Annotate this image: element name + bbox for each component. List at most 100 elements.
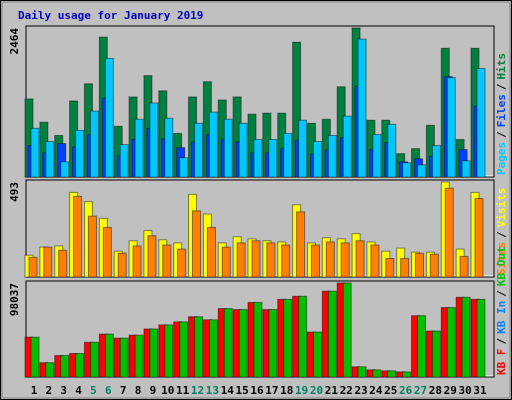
bar — [45, 362, 55, 378]
legend-entry: KB F — [495, 349, 508, 376]
legend-separator: / — [495, 131, 508, 138]
bar — [192, 210, 202, 278]
bar — [208, 319, 218, 378]
legend-separator: / — [495, 338, 508, 345]
bar — [312, 141, 322, 178]
bar — [28, 256, 38, 278]
x-tick-label: 10 — [161, 384, 174, 397]
bar — [104, 57, 114, 178]
bar — [58, 249, 68, 278]
legend: KB F / KB In / KB Out — [495, 246, 508, 375]
bar — [357, 38, 367, 178]
bar — [149, 328, 159, 378]
bar — [179, 157, 189, 178]
bar — [268, 139, 278, 178]
bar — [89, 341, 99, 378]
x-tick-label: 1 — [31, 384, 38, 397]
x-tick-label: 14 — [221, 384, 235, 397]
legend-separator: / — [495, 290, 508, 297]
bar — [147, 235, 157, 278]
bar — [342, 282, 352, 378]
x-tick-label: 31 — [473, 384, 487, 397]
bar — [164, 324, 174, 378]
bar — [461, 296, 471, 378]
bar — [194, 316, 204, 378]
legend-separator: / — [495, 83, 508, 90]
bar — [134, 334, 144, 378]
x-tick-label: 30 — [459, 384, 472, 397]
legend-entry: Hits — [495, 53, 508, 80]
bar — [253, 301, 263, 378]
bar — [327, 134, 337, 178]
bar — [340, 242, 350, 278]
bar — [104, 333, 114, 378]
bar — [400, 258, 410, 278]
bar — [43, 246, 53, 278]
bar — [236, 242, 246, 278]
bar — [446, 77, 456, 178]
bar — [461, 160, 471, 178]
bar — [417, 315, 427, 378]
bar — [431, 330, 441, 378]
bar — [87, 215, 97, 278]
x-tick-label: 29 — [444, 384, 457, 397]
bar — [238, 309, 248, 378]
x-tick-label: 5 — [90, 384, 97, 397]
bar — [164, 117, 174, 178]
bar — [310, 244, 320, 278]
bar — [206, 226, 216, 278]
bar — [132, 245, 142, 278]
legend-entry: KB Out — [495, 246, 508, 286]
x-tick-label: 26 — [399, 384, 413, 397]
bar — [372, 369, 382, 378]
y-tick-label: 493 — [8, 182, 21, 202]
bar — [30, 127, 40, 178]
bar — [387, 123, 397, 178]
bar — [370, 244, 380, 278]
bar — [75, 352, 85, 378]
bar — [312, 331, 322, 378]
x-tick-label: 19 — [295, 384, 308, 397]
bar — [238, 122, 248, 178]
y-tick-label: 2464 — [8, 28, 21, 55]
bar — [194, 122, 204, 178]
bar — [268, 309, 278, 378]
bar — [251, 240, 261, 278]
bar — [372, 133, 382, 178]
bar — [60, 161, 70, 178]
x-tick-label: 8 — [135, 384, 142, 397]
legend-entry: KB In — [495, 301, 508, 334]
bar — [208, 111, 218, 178]
bar — [446, 307, 456, 378]
bar — [402, 162, 412, 178]
x-tick-label: 15 — [236, 384, 249, 397]
bar — [179, 321, 189, 378]
bar — [253, 139, 263, 178]
x-tick-label: 7 — [120, 384, 127, 397]
x-tick-label: 21 — [325, 384, 339, 397]
legend-entry: Visits — [495, 188, 508, 228]
x-tick-label: 12 — [191, 384, 204, 397]
bar — [281, 244, 291, 278]
x-tick-label: 3 — [60, 384, 67, 397]
x-tick-label: 22 — [340, 384, 353, 397]
bar — [325, 241, 335, 278]
bar — [355, 240, 365, 278]
legend-entry: Pages — [495, 142, 508, 175]
x-tick-label: 24 — [369, 384, 383, 397]
x-tick-label: 20 — [310, 384, 323, 397]
bar — [119, 144, 129, 178]
x-tick-label: 25 — [384, 384, 397, 397]
bar — [296, 211, 306, 278]
bar — [162, 244, 172, 278]
legend-entry: Sites — [495, 242, 508, 275]
legend: Pages / Files / Hits — [495, 53, 508, 175]
bar — [102, 226, 112, 278]
x-tick-label: 18 — [280, 384, 293, 397]
bar — [476, 298, 486, 378]
bar — [327, 290, 337, 378]
bar — [431, 145, 441, 178]
